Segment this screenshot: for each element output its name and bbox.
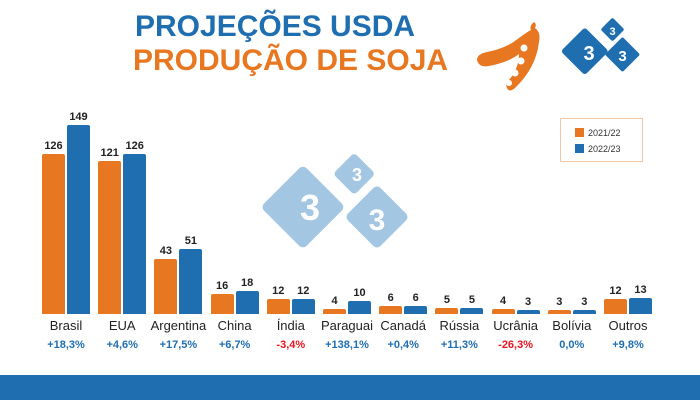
bar-value-label: 13 — [634, 283, 647, 296]
bar-2022-23 — [572, 310, 596, 314]
bar-value-label: 4 — [500, 294, 507, 307]
change-percent: -3,4% — [276, 339, 306, 351]
category-label: Outros — [608, 318, 648, 333]
bar-2021-22 — [42, 154, 65, 314]
bar-2022-23 — [348, 301, 371, 314]
bar-value-label: 6 — [412, 292, 419, 305]
legend-swatch-orange — [575, 128, 584, 137]
bar-2022-23 — [67, 125, 90, 314]
bar-value-label: 121 — [100, 146, 119, 159]
svg-text:3: 3 — [609, 26, 615, 38]
bar-2021-22 — [266, 298, 290, 314]
bar-value-label: 12 — [297, 284, 310, 297]
bar-value-label: 16 — [215, 279, 229, 292]
bar-2022-23 — [123, 154, 147, 314]
bar-value-label: 3 — [581, 296, 588, 309]
bar-2022-23 — [179, 249, 203, 314]
333-logo-icon: 3 3 3 — [561, 18, 640, 75]
bar-value-label: 43 — [159, 245, 173, 258]
bar-value-label: 3 — [525, 296, 532, 309]
change-percent: +17,5% — [159, 339, 198, 351]
bar-value-label: 10 — [353, 287, 366, 300]
change-percent: +6,7% — [218, 339, 251, 351]
change-percent: +138,1% — [325, 339, 369, 351]
bar-value-label: 5 — [443, 293, 450, 306]
change-percent: +18,3% — [47, 339, 85, 351]
legend-label: 2022/23 — [588, 143, 621, 154]
title-line-2: PRODUÇÃO DE SOJA — [133, 44, 449, 77]
category-label: Argentina — [150, 318, 207, 333]
bar-value-label: 3 — [556, 296, 563, 309]
category-label: Ucrânia — [493, 318, 538, 333]
bar-value-label: 5 — [468, 293, 475, 306]
category-label: Rússia — [439, 318, 480, 333]
bar-value-label: 149 — [69, 111, 88, 123]
soybean-pod-icon — [477, 22, 540, 91]
bar-value-label: 126 — [44, 140, 63, 153]
bar-2022-23 — [291, 298, 315, 314]
category-label: Canadá — [380, 318, 426, 333]
svg-text:3: 3 — [618, 48, 626, 65]
bar-2022-23 — [460, 307, 484, 314]
bar-2021-22 — [210, 293, 234, 314]
bar-2022-23 — [404, 306, 428, 314]
change-percent: -26,3% — [498, 339, 534, 351]
bar-value-label: 51 — [184, 235, 198, 248]
chart-legend: 2021/22 2022/23 — [560, 118, 643, 162]
bar-2021-22 — [491, 308, 515, 314]
bar-2021-22 — [379, 306, 403, 314]
legend-swatch-blue — [575, 144, 584, 153]
legend-item-2022-23: 2022/23 — [575, 143, 621, 154]
svg-text:3: 3 — [300, 187, 320, 228]
bar-2021-22 — [435, 307, 459, 314]
footer-band — [0, 375, 700, 400]
bar-value-label: 18 — [240, 277, 254, 290]
bar-2022-23 — [629, 297, 652, 314]
change-percent: +0,4% — [387, 339, 419, 351]
category-label: Paraguai — [320, 318, 374, 333]
bar-value-label: 126 — [125, 140, 144, 153]
bar-value-label: 12 — [272, 284, 285, 297]
legend-item-2021-22: 2021/22 — [575, 127, 621, 138]
watermark-logo: 3 3 3 — [262, 154, 408, 248]
bar-2022-23 — [235, 291, 259, 314]
bar-2021-22 — [604, 298, 627, 314]
change-percent: 0,0% — [559, 339, 585, 351]
svg-text:3: 3 — [583, 43, 594, 65]
category-label: China — [217, 318, 252, 333]
bar-2021-22 — [547, 310, 571, 314]
bar-2021-22 — [98, 160, 122, 314]
svg-text:3: 3 — [369, 204, 386, 237]
bar-value-label: 4 — [331, 294, 338, 307]
legend-label: 2021/22 — [588, 127, 621, 138]
category-label: Brasil — [49, 318, 83, 333]
bar-value-label: 12 — [609, 284, 622, 297]
title-line-1: PROJEÇÕES USDA — [135, 10, 416, 43]
change-percent: +9,8% — [612, 339, 644, 351]
change-percent: +11,3% — [440, 339, 478, 351]
bar-2021-22 — [323, 308, 346, 314]
bar-2021-22 — [154, 259, 178, 314]
bar-value-label: 6 — [387, 292, 394, 305]
category-label: EUA — [108, 318, 136, 333]
change-percent: +4,6% — [106, 339, 138, 351]
category-label: Índia — [276, 318, 305, 333]
bar-2022-23 — [516, 310, 540, 314]
category-label: Bolívia — [552, 318, 592, 333]
svg-text:3: 3 — [352, 165, 362, 185]
